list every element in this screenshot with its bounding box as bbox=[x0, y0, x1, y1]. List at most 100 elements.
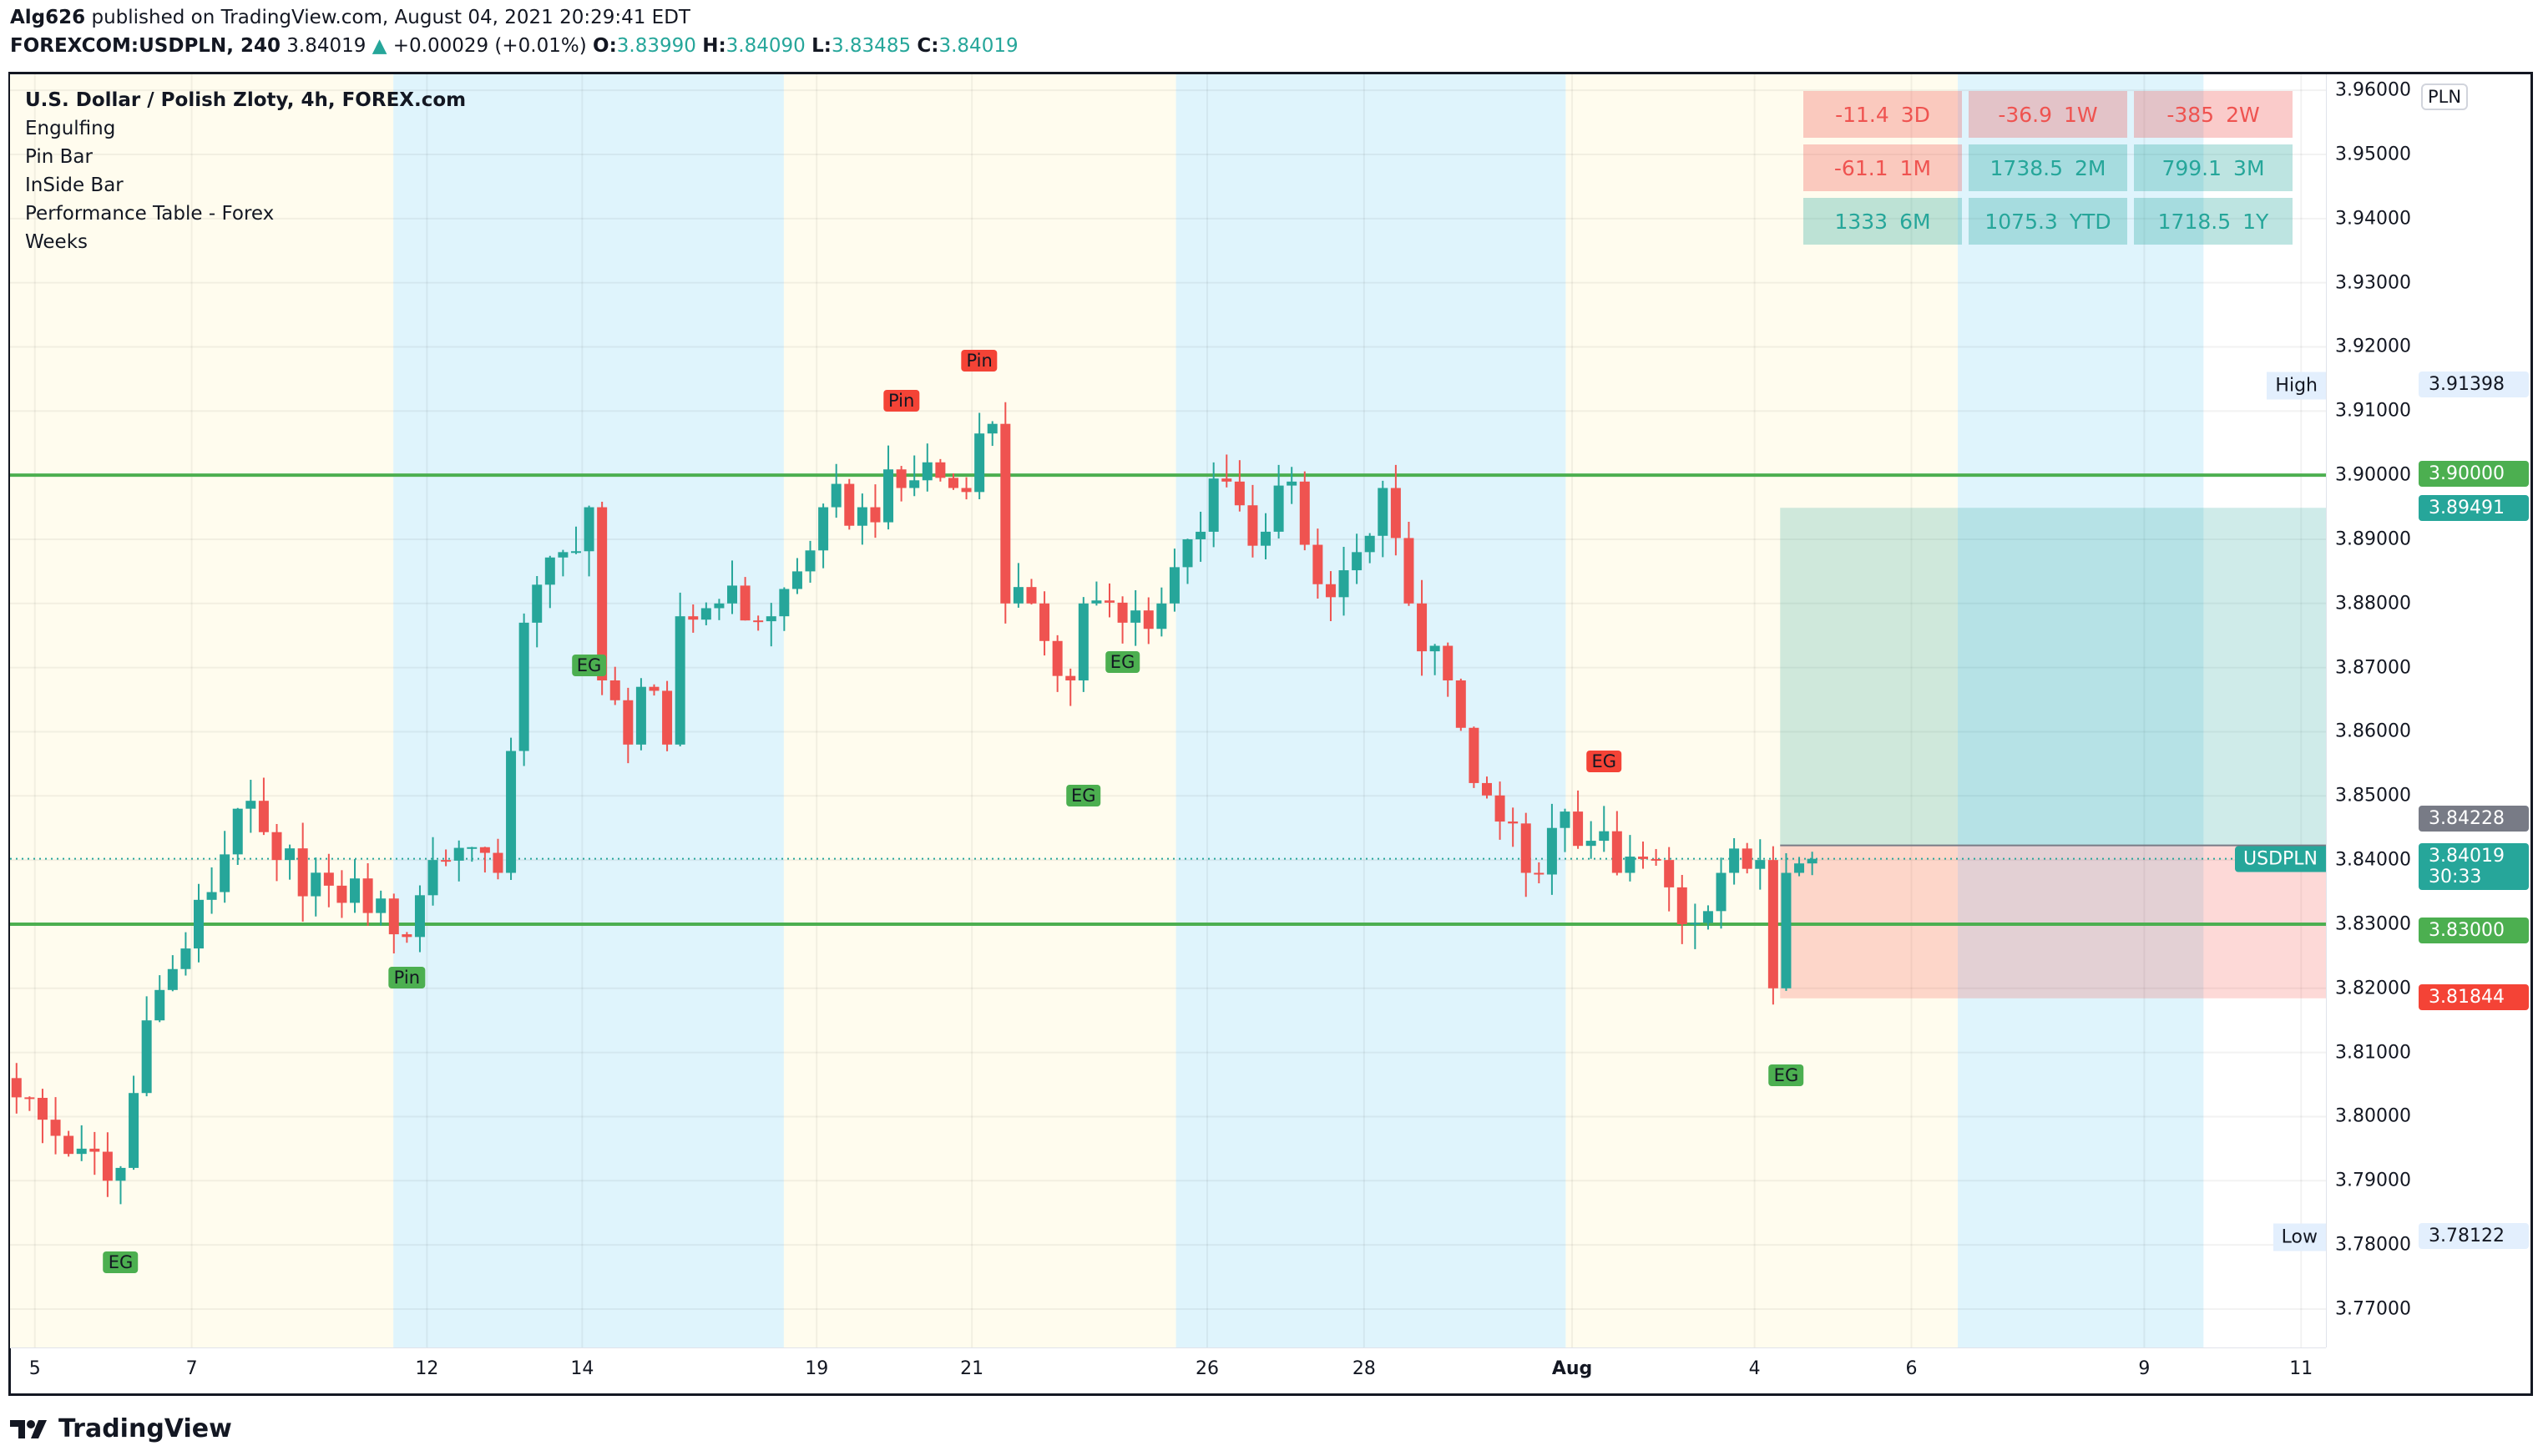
low-text: Low bbox=[2281, 1226, 2318, 1248]
pattern-marker: EG bbox=[1586, 750, 1622, 772]
performance-period: 2W bbox=[2226, 102, 2260, 127]
candle-body bbox=[206, 892, 217, 900]
candle-body bbox=[597, 507, 608, 681]
time-axis[interactable]: 5 7 12 14 19 21 26 28 Aug 4 6 9 11 bbox=[10, 1347, 2326, 1394]
performance-period: 3D bbox=[1900, 102, 1930, 127]
candle-body bbox=[791, 571, 802, 589]
badge-value: 3.81844 bbox=[2429, 986, 2505, 1008]
candle-body bbox=[1794, 863, 1805, 873]
low-value: 3.83485 bbox=[831, 35, 912, 57]
price-axis[interactable]: 3.96000 3.95000 3.94000 3.93000 3.92000 3.910… bbox=[2326, 74, 2531, 1347]
brand-text: TradingView bbox=[58, 1414, 232, 1443]
candle-body bbox=[115, 1167, 126, 1181]
author[interactable]: Alg626 bbox=[10, 7, 86, 28]
candle-body bbox=[844, 483, 855, 526]
performance-cell: 1075.3 YTD bbox=[1969, 198, 2127, 245]
candle-body bbox=[493, 852, 503, 873]
time-label: 12 bbox=[415, 1358, 439, 1379]
candle-body bbox=[1182, 538, 1193, 568]
performance-cell: 1718.5 1Y bbox=[2134, 198, 2293, 245]
candle-body bbox=[89, 1148, 100, 1152]
candle-body bbox=[1781, 872, 1792, 988]
price-tick: 3.89000 bbox=[2335, 528, 2411, 550]
price-badge: 3.84228 bbox=[2419, 805, 2529, 832]
week-band bbox=[1565, 74, 1959, 1347]
candle-body bbox=[518, 622, 529, 751]
price-tick: 3.78000 bbox=[2335, 1234, 2411, 1256]
candle-body bbox=[883, 469, 894, 523]
candle-body bbox=[154, 989, 165, 1021]
candle-body bbox=[362, 878, 373, 913]
legend-indicator[interactable]: Performance Table - Forex bbox=[25, 203, 275, 225]
candle-body bbox=[1078, 603, 1089, 681]
candle-body bbox=[544, 557, 555, 585]
performance-cell: -385 2W bbox=[2134, 91, 2293, 138]
candle-body bbox=[700, 608, 711, 620]
candle-body bbox=[1455, 680, 1466, 728]
price-tick: 3.85000 bbox=[2335, 785, 2411, 806]
candle-body bbox=[141, 1020, 152, 1094]
candle-body bbox=[24, 1097, 35, 1100]
candle-body bbox=[1690, 923, 1701, 925]
tv-logo-icon bbox=[10, 1419, 47, 1438]
time-label: 6 bbox=[1905, 1358, 1918, 1379]
candle-body bbox=[727, 585, 738, 604]
chart-pane[interactable]: U.S. Dollar / Polish Zloty, 4h, FOREX.co… bbox=[10, 74, 2326, 1347]
candle-body bbox=[1585, 841, 1596, 847]
high-value: 3.84090 bbox=[725, 35, 806, 57]
candle-body bbox=[323, 872, 334, 886]
candle-body bbox=[584, 507, 594, 552]
time-label: 7 bbox=[185, 1358, 198, 1379]
legend-indicator[interactable]: Pin Bar bbox=[25, 146, 93, 168]
high-label: High bbox=[2267, 372, 2326, 400]
candle-body bbox=[167, 968, 178, 990]
price-tick: 3.84000 bbox=[2335, 849, 2411, 871]
performance-period: 1M bbox=[1899, 155, 1932, 180]
candle-body bbox=[935, 462, 946, 478]
legend-symbol[interactable]: U.S. Dollar / Polish Zloty, 4h, FOREX.co… bbox=[25, 89, 467, 111]
legend-indicator[interactable]: InSide Bar bbox=[25, 174, 124, 196]
countdown: 30:33 bbox=[2429, 866, 2482, 887]
candle-body bbox=[740, 585, 751, 621]
candle-body bbox=[714, 603, 725, 609]
performance-value: 1075.3 bbox=[1984, 209, 2058, 234]
candle-body bbox=[974, 433, 985, 493]
open-label: O: bbox=[593, 35, 617, 57]
candle-body bbox=[1000, 423, 1011, 604]
candle-body bbox=[1287, 481, 1297, 486]
price-tick: 3.82000 bbox=[2335, 978, 2411, 999]
price-tick: 3.95000 bbox=[2335, 144, 2411, 165]
performance-cell: -11.4 3D bbox=[1803, 91, 1962, 138]
price-tick: 3.81000 bbox=[2335, 1042, 2411, 1064]
candle-body bbox=[922, 462, 933, 481]
candle-body bbox=[1729, 848, 1740, 873]
price-tick: 3.86000 bbox=[2335, 720, 2411, 742]
time-label: 28 bbox=[1352, 1358, 1376, 1379]
candle-body bbox=[1469, 727, 1479, 783]
candle-body bbox=[1312, 544, 1323, 584]
candle-body bbox=[1560, 811, 1570, 828]
candle-body bbox=[1767, 860, 1778, 988]
last-price: 3.84019 bbox=[286, 35, 367, 57]
performance-value: -36.9 bbox=[1998, 102, 2053, 127]
candle-body bbox=[896, 469, 907, 488]
price-badge: 3.91398 bbox=[2419, 371, 2529, 397]
candle-body bbox=[414, 895, 425, 938]
candle-body bbox=[1638, 857, 1649, 859]
legend-indicator[interactable]: Weeks bbox=[25, 231, 88, 253]
performance-cell: 1738.5 2M bbox=[1969, 144, 2127, 191]
currency-button[interactable]: PLN bbox=[2421, 83, 2469, 110]
time-label: Aug bbox=[1551, 1358, 1593, 1379]
candles-svg bbox=[10, 74, 2326, 1347]
price-tick: 3.77000 bbox=[2335, 1298, 2411, 1320]
up-arrow-icon: ▲ bbox=[372, 35, 387, 57]
pattern-marker: EG bbox=[103, 1251, 139, 1273]
candle-body bbox=[1052, 640, 1063, 676]
legend-indicator[interactable]: Engulfing bbox=[25, 118, 116, 139]
candle-body bbox=[102, 1151, 113, 1181]
performance-value: 1718.5 bbox=[2157, 209, 2232, 234]
candle-body bbox=[1156, 603, 1167, 629]
tradingview-logo[interactable]: TradingView bbox=[10, 1414, 232, 1443]
candle-body bbox=[1299, 481, 1310, 545]
candle-body bbox=[1599, 831, 1610, 842]
